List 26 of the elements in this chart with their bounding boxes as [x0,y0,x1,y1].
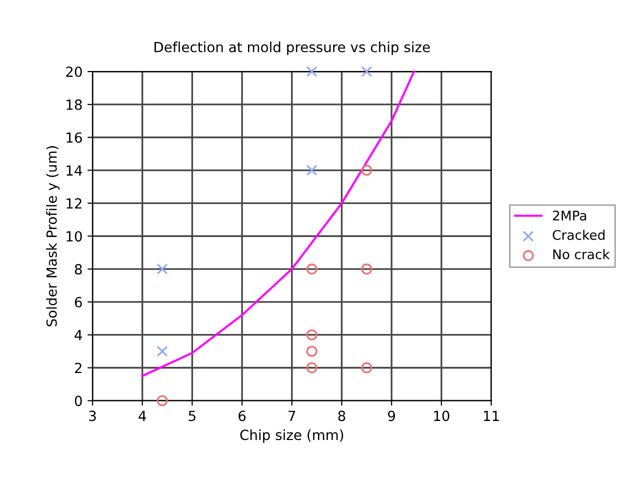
y-axis-title: Solder Mask Profile y (um) [46,146,60,326]
x-axis-title: Chip size (mm) [240,429,344,443]
y-tick-label: 2 [74,362,82,374]
y-tick-label: 10 [66,231,82,242]
chart-title: Deflection at mold pressure vs chip size [154,42,430,55]
x-tick-label: 10 [434,410,450,422]
y-tick-label: 20 [66,66,82,78]
y-tick-label: 16 [66,132,82,143]
x-tick-label: 8 [338,410,346,422]
x-tick-label: 5 [188,410,196,422]
y-tick-label: 14 [66,165,82,176]
x-tick-label: 9 [388,410,396,422]
y-tick-label: 6 [74,296,82,308]
x-tick-label: 11 [484,410,499,421]
legend-label: No crack [553,249,610,260]
x-tick-label: 3 [89,410,96,422]
x-tick-label: 4 [138,410,146,421]
y-tick-label: 0 [74,396,82,406]
y-tick-label: 18 [66,99,82,110]
legend-label: 2MPa [553,210,586,221]
y-tick-label: 4 [74,330,82,340]
y-tick-label: 8 [74,264,82,274]
x-tick-label: 7 [288,410,296,421]
x-tick-label: 6 [238,410,246,422]
y-tick-label: 12 [66,198,82,208]
legend-label: Cracked [552,230,604,240]
